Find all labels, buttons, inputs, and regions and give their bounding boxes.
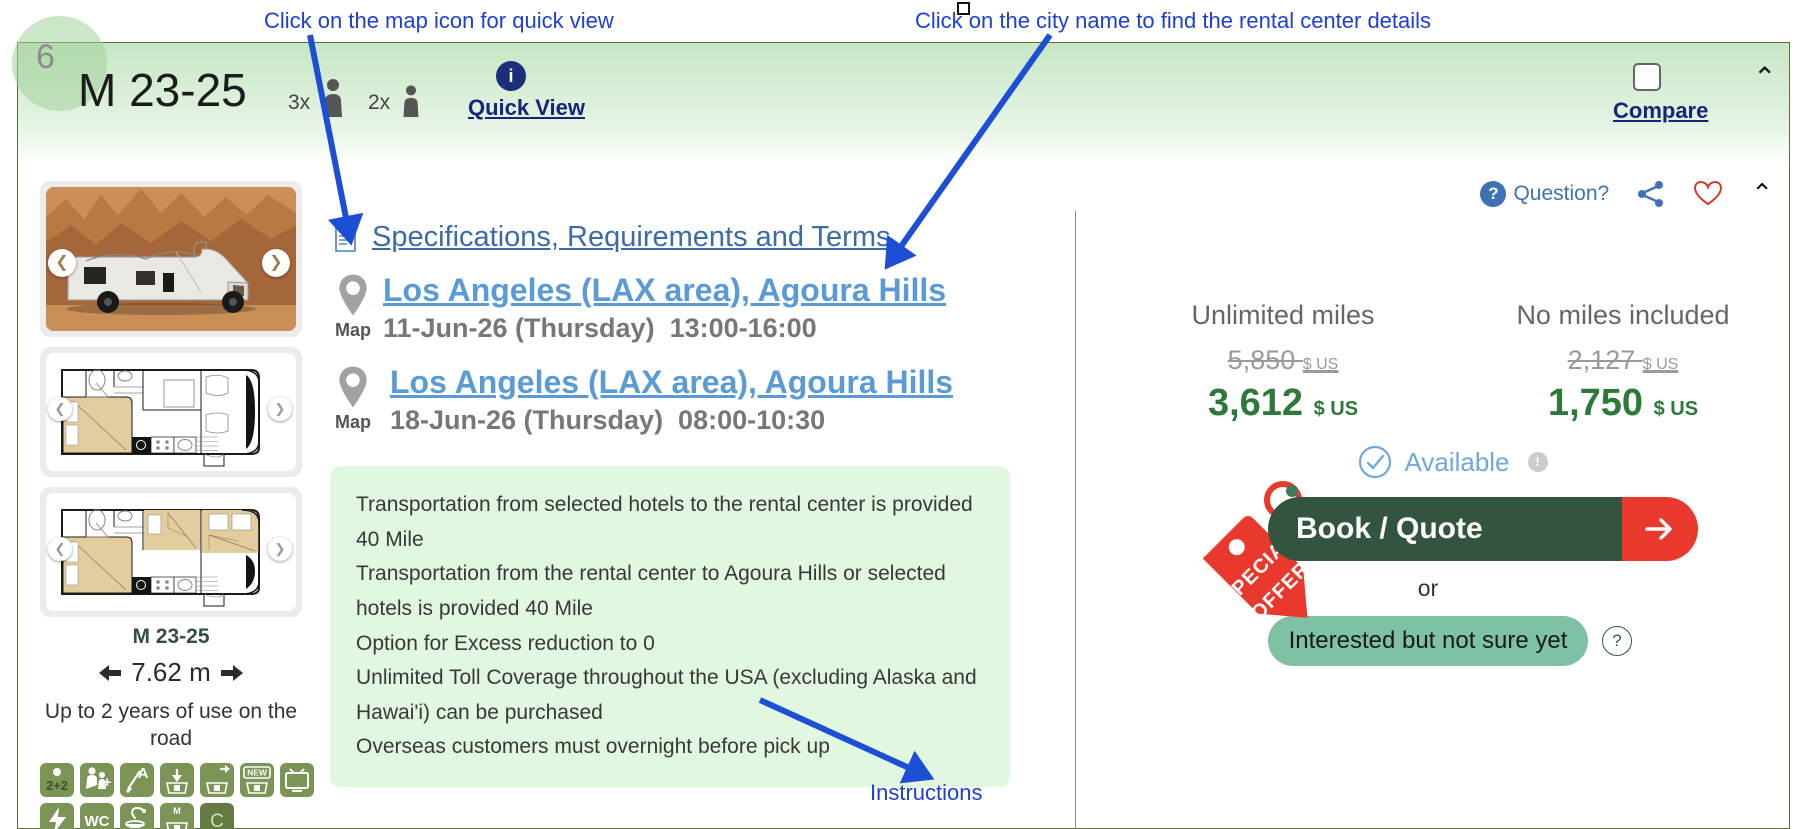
svg-text:A: A [138,765,149,782]
svg-text:+: + [103,774,112,791]
svg-text:WC: WC [85,813,110,829]
svg-text:C: C [210,811,224,829]
svg-text:2+2: 2+2 [46,778,68,793]
svg-text:NEW: NEW [247,767,268,777]
svg-text:M: M [173,806,181,816]
